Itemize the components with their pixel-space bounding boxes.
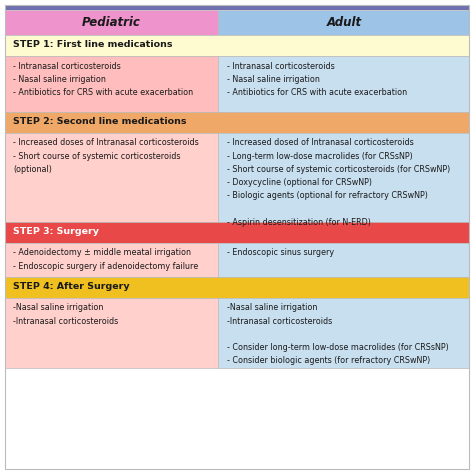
Bar [5, 5, 469, 10]
Bar [219, 133, 469, 222]
Text: - Antibiotics for CRS with acute exacerbation: - Antibiotics for CRS with acute exacerb… [13, 88, 193, 97]
Text: - Biologic agents (optional for refractory CRSwNP): - Biologic agents (optional for refracto… [227, 191, 428, 201]
Bar [219, 56, 469, 112]
Text: -Nasal saline irrigation: -Nasal saline irrigation [13, 303, 104, 312]
Bar [219, 298, 469, 368]
Text: - Increased doses of Intranasal corticosteroids: - Increased doses of Intranasal corticos… [13, 138, 199, 147]
Bar [5, 222, 469, 243]
Bar [5, 56, 219, 112]
Text: - Nasal saline irrigation: - Nasal saline irrigation [13, 75, 106, 84]
Text: -Intranasal corticosteroids: -Intranasal corticosteroids [13, 317, 118, 326]
Bar [5, 298, 219, 368]
Text: - Intranasal corticosteroids: - Intranasal corticosteroids [13, 62, 121, 71]
Text: - Consider long-term low-dose macrolides (for CRSsNP): - Consider long-term low-dose macrolides… [227, 343, 449, 352]
Text: STEP 1: First line medications: STEP 1: First line medications [13, 40, 173, 49]
Bar [5, 112, 469, 133]
Text: STEP 3: Surgery: STEP 3: Surgery [13, 227, 99, 236]
Text: - Doxycycline (optional for CRSwNP): - Doxycycline (optional for CRSwNP) [227, 178, 372, 187]
Text: - Consider biologic agents (for refractory CRSwNP): - Consider biologic agents (for refracto… [227, 356, 430, 365]
Text: Pediatric: Pediatric [82, 16, 141, 29]
Bar [5, 243, 219, 277]
Bar [5, 10, 219, 35]
Text: - Intranasal corticosteroids: - Intranasal corticosteroids [227, 62, 335, 71]
Text: - Short course of systemic corticosteroids (for CRSwNP): - Short course of systemic corticosteroi… [227, 165, 450, 174]
Text: - Aspirin desensitization (for N-ERD): - Aspirin desensitization (for N-ERD) [227, 218, 371, 227]
Text: -Nasal saline irrigation: -Nasal saline irrigation [227, 303, 317, 312]
Text: - Endoscopic sinus surgery: - Endoscopic sinus surgery [227, 248, 334, 257]
Text: STEP 2: Second line medications: STEP 2: Second line medications [13, 117, 187, 126]
Text: -Intranasal corticosteroids: -Intranasal corticosteroids [227, 317, 332, 326]
Text: - Antibiotics for CRS with acute exacerbation: - Antibiotics for CRS with acute exacerb… [227, 88, 407, 97]
Text: - Long-term low-dose macrolides (for CRSsNP): - Long-term low-dose macrolides (for CRS… [227, 152, 413, 161]
Bar [5, 35, 469, 56]
Text: - Short course of systemic corticosteroids: - Short course of systemic corticosteroi… [13, 152, 181, 161]
Text: (optional): (optional) [13, 165, 52, 174]
Text: - Nasal saline irrigation: - Nasal saline irrigation [227, 75, 320, 84]
Bar [219, 10, 469, 35]
Bar [5, 133, 219, 222]
Text: - Increased dosed of Intranasal corticosteroids: - Increased dosed of Intranasal corticos… [227, 138, 414, 147]
Text: STEP 4: After Surgery: STEP 4: After Surgery [13, 282, 130, 291]
Text: Adult: Adult [326, 16, 361, 29]
Text: - Endoscopic surgery if adenoidectomy failure: - Endoscopic surgery if adenoidectomy fa… [13, 262, 199, 271]
Text: - Adenoidectomy ± middle meatal irrigation: - Adenoidectomy ± middle meatal irrigati… [13, 248, 191, 257]
Bar [219, 243, 469, 277]
Bar [5, 277, 469, 298]
